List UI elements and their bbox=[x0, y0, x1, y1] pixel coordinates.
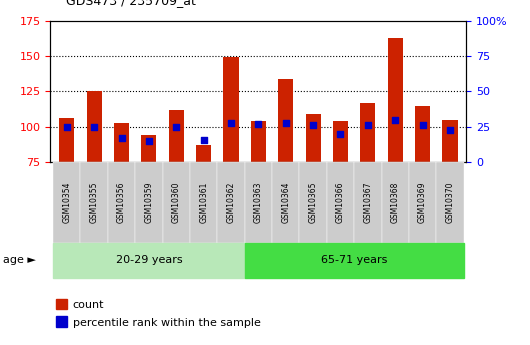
Bar bbox=[59, 118, 74, 162]
Bar bbox=[306, 114, 321, 162]
Bar bbox=[196, 145, 211, 162]
Text: GSM10356: GSM10356 bbox=[117, 182, 126, 224]
Bar bbox=[169, 110, 184, 162]
Text: GSM10369: GSM10369 bbox=[418, 182, 427, 224]
Text: GDS473 / 235709_at: GDS473 / 235709_at bbox=[66, 0, 196, 7]
Text: GSM10368: GSM10368 bbox=[391, 182, 400, 223]
Text: GSM10367: GSM10367 bbox=[364, 182, 373, 224]
Text: GSM10364: GSM10364 bbox=[281, 182, 290, 224]
Text: 20-29 years: 20-29 years bbox=[116, 256, 182, 265]
Point bbox=[199, 137, 208, 142]
Bar bbox=[142, 135, 156, 162]
Point bbox=[281, 120, 290, 125]
Text: GSM10359: GSM10359 bbox=[144, 182, 153, 224]
Text: GSM10362: GSM10362 bbox=[226, 182, 235, 223]
Point bbox=[172, 124, 181, 129]
Bar bbox=[360, 103, 375, 162]
Bar bbox=[443, 120, 457, 162]
Bar bbox=[224, 58, 238, 162]
Point bbox=[418, 122, 427, 128]
Text: GSM10365: GSM10365 bbox=[308, 182, 317, 224]
Bar bbox=[333, 121, 348, 162]
Point bbox=[117, 135, 126, 141]
Text: GSM10363: GSM10363 bbox=[254, 182, 263, 224]
Text: age ►: age ► bbox=[3, 256, 36, 265]
Bar bbox=[415, 106, 430, 162]
Text: GSM10361: GSM10361 bbox=[199, 182, 208, 223]
Bar bbox=[86, 91, 102, 162]
Bar bbox=[278, 79, 293, 162]
Point bbox=[364, 122, 372, 128]
Point bbox=[391, 117, 400, 122]
Point bbox=[90, 124, 99, 129]
Text: GSM10370: GSM10370 bbox=[446, 182, 455, 224]
Text: GSM10360: GSM10360 bbox=[172, 182, 181, 224]
Text: percentile rank within the sample: percentile rank within the sample bbox=[73, 318, 260, 327]
Bar bbox=[251, 121, 266, 162]
Point bbox=[254, 121, 262, 127]
Point bbox=[446, 127, 454, 132]
Text: 65-71 years: 65-71 years bbox=[321, 256, 387, 265]
Point bbox=[63, 124, 71, 129]
Text: GSM10366: GSM10366 bbox=[336, 182, 345, 224]
Bar bbox=[388, 38, 403, 162]
Text: GSM10355: GSM10355 bbox=[90, 182, 99, 224]
Point bbox=[145, 138, 153, 144]
Point bbox=[336, 131, 344, 137]
Bar bbox=[114, 122, 129, 162]
Text: count: count bbox=[73, 300, 104, 310]
Point bbox=[309, 122, 317, 128]
Point bbox=[227, 120, 235, 125]
Text: GSM10354: GSM10354 bbox=[62, 182, 71, 224]
